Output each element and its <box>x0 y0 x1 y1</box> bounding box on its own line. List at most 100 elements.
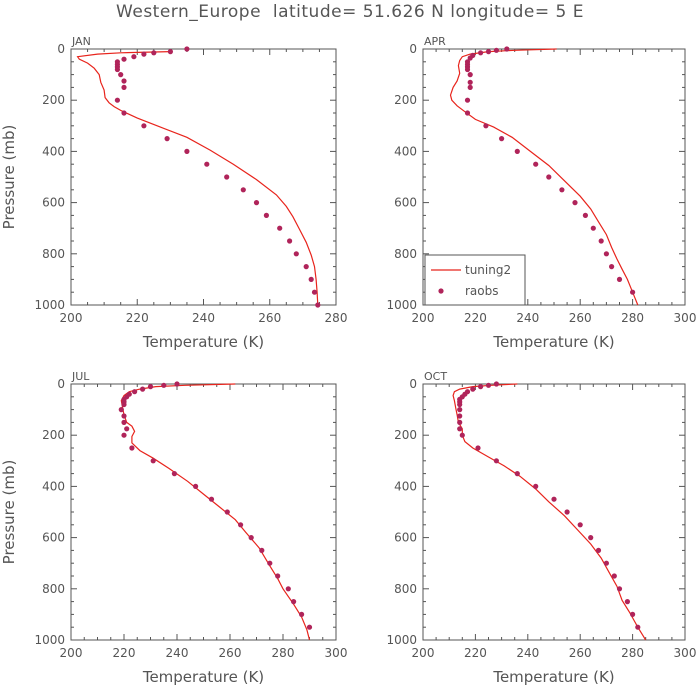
y-axis-title: Pressure (mb) <box>0 125 18 230</box>
data-point <box>551 496 557 502</box>
data-point <box>598 238 604 244</box>
y-tick-label: 400 <box>394 479 417 493</box>
data-point <box>616 586 623 592</box>
panel-label: APR <box>424 35 446 48</box>
y-tick-label: 800 <box>394 247 417 261</box>
series-markers-raobs <box>464 46 636 295</box>
x-tick-label: 200 <box>412 311 435 325</box>
y-tick-label: 400 <box>394 144 417 158</box>
x-tick-label: 280 <box>621 646 644 660</box>
data-point <box>299 611 305 618</box>
data-point <box>121 413 127 419</box>
x-tick-label: 280 <box>272 646 295 660</box>
data-point <box>118 72 124 78</box>
data-point <box>475 445 481 451</box>
data-point <box>238 522 244 528</box>
x-axis-title: Temperature (K) <box>142 668 264 686</box>
data-point <box>464 110 471 116</box>
x-tick-label: 240 <box>166 646 189 660</box>
data-point <box>485 49 492 55</box>
x-axis-title: Temperature (K) <box>492 333 614 351</box>
data-point <box>150 458 156 464</box>
data-point <box>595 547 602 554</box>
legend-marker-swatch <box>438 288 444 294</box>
data-point <box>114 66 120 73</box>
data-point <box>121 78 127 84</box>
series-markers-raobs <box>457 381 641 630</box>
data-point <box>248 535 254 541</box>
data-point <box>459 432 465 438</box>
data-point <box>121 110 127 116</box>
data-point <box>478 384 484 390</box>
data-point <box>293 251 299 257</box>
plot-frame <box>70 383 337 641</box>
data-point <box>291 599 297 605</box>
data-point <box>624 599 631 605</box>
data-point <box>171 471 177 477</box>
data-point <box>588 535 594 541</box>
y-tick-label: 0 <box>409 377 417 391</box>
data-point <box>533 161 539 167</box>
data-point <box>263 212 269 218</box>
data-point <box>504 46 510 52</box>
data-point <box>493 47 499 53</box>
data-point <box>303 264 309 270</box>
legend-label: tuning2 <box>465 263 511 277</box>
panel-label: OCT <box>424 370 447 383</box>
data-point <box>609 264 615 270</box>
data-point <box>174 381 180 387</box>
data-point <box>611 573 617 579</box>
data-point <box>124 426 130 432</box>
plot-frame <box>70 48 337 306</box>
data-point <box>467 55 473 61</box>
x-axis-title: Temperature (K) <box>142 333 264 351</box>
data-point <box>141 123 147 129</box>
x-axis-title: Temperature (K) <box>492 668 614 686</box>
data-point <box>151 50 157 56</box>
data-point <box>259 547 265 554</box>
y-tick-label: 800 <box>42 247 65 261</box>
data-point <box>240 187 246 193</box>
x-tick-label: 260 <box>219 646 242 660</box>
tick-marks <box>70 48 337 306</box>
x-tick-label: 200 <box>60 646 83 660</box>
panel-oct: 200 220 240 260 280 300 0 200 400 600 800 1000 Tempe… <box>386 370 696 686</box>
data-point <box>582 212 589 218</box>
data-point <box>464 97 471 103</box>
y-tick-label: 600 <box>42 196 65 210</box>
y-tick-label: 200 <box>42 428 65 442</box>
data-point <box>121 84 127 90</box>
data-point <box>467 79 473 85</box>
data-point <box>132 389 138 395</box>
data-point <box>167 49 173 55</box>
y-tick-label: 1000 <box>386 298 417 312</box>
panel-label: JUL <box>71 370 90 383</box>
data-point <box>208 496 215 502</box>
y-tick-label: 600 <box>394 531 417 545</box>
y-tick-label: 0 <box>57 377 65 391</box>
data-point <box>141 51 147 57</box>
tick-marks <box>70 383 337 641</box>
y-tick-label: 0 <box>57 42 65 56</box>
x-tick-label: 280 <box>325 311 348 325</box>
data-point <box>467 84 473 90</box>
y-axis-title: Pressure (mb) <box>0 460 18 565</box>
y-tick-label: 600 <box>394 196 417 210</box>
y-tick-label: 200 <box>394 93 417 107</box>
data-point <box>616 276 623 282</box>
y-tick-label: 600 <box>42 531 65 545</box>
data-point <box>311 289 318 295</box>
data-point <box>457 401 463 408</box>
y-tick-label: 200 <box>394 428 417 442</box>
x-tick-label: 200 <box>60 311 83 325</box>
series-markers-raobs <box>118 381 313 630</box>
data-point <box>464 66 471 73</box>
data-point <box>267 560 273 566</box>
data-point <box>546 174 552 180</box>
data-point <box>114 97 120 103</box>
y-tick-label: 1000 <box>34 633 65 647</box>
data-point <box>308 276 314 282</box>
data-point <box>483 123 489 129</box>
series-line-tuning2 <box>452 383 647 641</box>
data-point <box>121 419 127 425</box>
